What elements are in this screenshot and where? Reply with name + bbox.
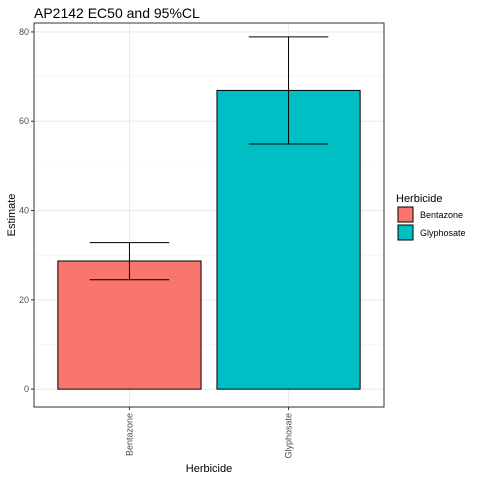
y-tick-label: 40 [19,206,29,216]
legend-key-bentazone [397,206,414,223]
legend-label-glyphosate: Glyphosate [420,228,466,238]
chart-title: AP2142 EC50 and 95%CL [34,5,200,21]
error-bars [89,36,329,281]
x-tick-label-glyphosate: Glyphosate [284,413,294,459]
legend-label-bentazone: Bentazone [420,210,463,220]
y-tick-label: 20 [19,295,29,305]
legend: Herbicide Bentazone Glyphosate [396,193,466,241]
y-axis-title: Estimate [6,194,18,237]
y-tick-label: 0 [24,384,29,394]
bar-bentazone [57,260,202,390]
x-axis: Bentazone Glyphosate [124,407,294,459]
legend-title: Herbicide [396,193,442,205]
x-tick-label-bentazone: Bentazone [124,413,134,456]
legend-key-glyphosate [397,224,414,241]
y-tick-label: 80 [19,27,29,37]
plot-panel-border [33,22,385,408]
y-tick-label: 60 [19,116,29,126]
y-axis: 0 20 40 60 80 [19,27,34,394]
x-axis-title: Herbicide [186,463,232,475]
